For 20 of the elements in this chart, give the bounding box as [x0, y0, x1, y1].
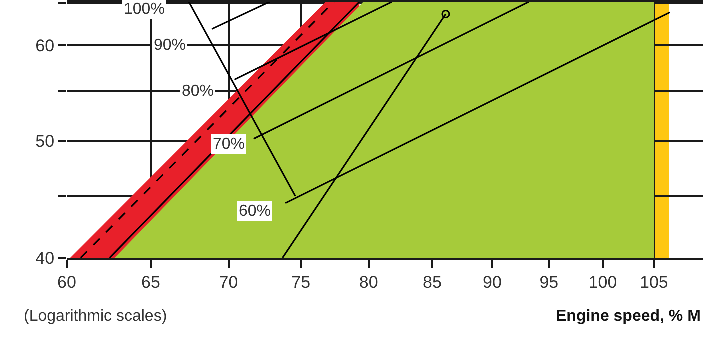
y-tick-label: 50 — [36, 132, 55, 152]
x-tick-label: 80 — [359, 273, 378, 292]
x-axis-title: Engine speed, % M — [556, 308, 701, 325]
annotation: 70% — [213, 136, 246, 153]
annotation: 100% — [124, 1, 165, 18]
x-tick-label: 60 — [58, 273, 76, 292]
x-tick-label: 95 — [540, 273, 559, 292]
x-tick-label: 75 — [292, 273, 311, 292]
x-tick-label: 65 — [142, 273, 160, 292]
x-tick-label: 100 — [588, 273, 618, 292]
x-tick-label: 90 — [482, 273, 502, 292]
annotation: 90% — [154, 37, 186, 54]
y-tick-label: 40 — [36, 248, 55, 268]
x-tick-label: 105 — [640, 273, 668, 292]
x-tick-label: 70 — [219, 273, 238, 292]
annotation: 60% — [239, 203, 272, 220]
y-tick-label: 60 — [36, 36, 55, 56]
text: (Logarithmic scales) — [24, 308, 168, 325]
x-tick-label: 85 — [423, 273, 442, 292]
annotation: 80% — [182, 83, 214, 100]
